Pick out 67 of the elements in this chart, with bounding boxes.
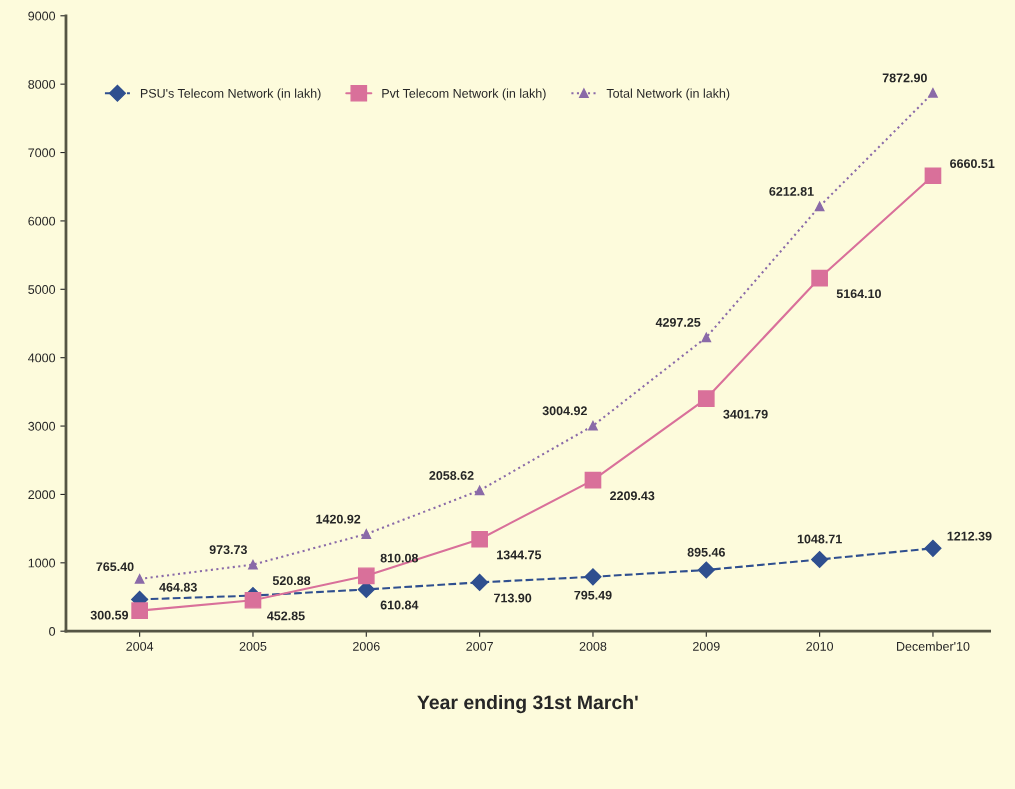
y-tick-label: 0 bbox=[49, 627, 56, 636]
data-label: 7872.90 bbox=[882, 73, 927, 83]
y-tick-label: 4000 bbox=[28, 353, 56, 363]
point bbox=[811, 269, 828, 287]
y-tick-label: 8000 bbox=[28, 79, 56, 89]
point bbox=[924, 539, 942, 557]
point bbox=[131, 602, 148, 619]
point bbox=[361, 529, 372, 539]
data-label: 2209.43 bbox=[610, 491, 655, 501]
legend-label: Total Network (in lakh) bbox=[606, 88, 730, 101]
data-label: 6212.81 bbox=[769, 186, 814, 196]
y-tick-label: 5000 bbox=[28, 285, 56, 294]
point bbox=[928, 87, 938, 98]
y-tick-label: 7000 bbox=[28, 148, 56, 158]
x-tick-label: December'10 bbox=[897, 641, 970, 651]
point bbox=[697, 390, 715, 407]
point bbox=[471, 530, 488, 548]
data-label: 2058.62 bbox=[429, 471, 474, 480]
data-label: 1344.75 bbox=[497, 550, 542, 560]
x-tick-label: 2006 bbox=[353, 641, 380, 651]
x-tick-label: 2005 bbox=[239, 641, 267, 651]
x-tick-label: 2004 bbox=[126, 641, 154, 651]
data-label: 452.85 bbox=[267, 611, 305, 621]
data-label: 3401.79 bbox=[723, 409, 768, 419]
data-label: 610.84 bbox=[380, 600, 419, 610]
data-label: 1212.39 bbox=[947, 531, 992, 541]
x-tick-label: 2007 bbox=[466, 641, 493, 651]
point bbox=[588, 420, 598, 431]
legend-label: Pvt Telecom Network (in lakh) bbox=[382, 88, 546, 101]
data-label: 1420.92 bbox=[316, 514, 361, 524]
point bbox=[924, 167, 942, 185]
point bbox=[244, 591, 262, 609]
data-label: 6660.51 bbox=[950, 159, 995, 168]
x-tick-label: 2008 bbox=[579, 641, 607, 651]
data-label: 464.83 bbox=[159, 582, 197, 592]
data-label: 300.59 bbox=[90, 610, 129, 620]
legend-label: PSU's Telecom Network (in lakh) bbox=[140, 88, 321, 101]
point bbox=[357, 567, 375, 585]
y-tick-label: 1000 bbox=[28, 558, 56, 568]
data-label: 810.08 bbox=[380, 553, 419, 563]
point bbox=[248, 559, 258, 570]
point bbox=[814, 201, 825, 212]
data-label: 1048.71 bbox=[797, 534, 842, 544]
point bbox=[697, 561, 715, 579]
x-axis-title: Year ending 31st March' bbox=[417, 694, 638, 714]
point bbox=[134, 574, 145, 584]
data-label: 5164.10 bbox=[836, 289, 881, 299]
data-label: 973.73 bbox=[209, 545, 247, 555]
point bbox=[584, 568, 602, 586]
point bbox=[811, 550, 829, 569]
data-label: 713.90 bbox=[494, 593, 532, 603]
data-label: 520.88 bbox=[272, 576, 311, 586]
point bbox=[471, 573, 489, 591]
data-label: 795.49 bbox=[574, 590, 612, 600]
y-tick-label: 6000 bbox=[28, 216, 56, 226]
y-tick-label: 2000 bbox=[28, 490, 56, 500]
point bbox=[474, 485, 485, 496]
point bbox=[701, 332, 712, 343]
x-tick-label: 2010 bbox=[806, 641, 834, 651]
data-label: 895.46 bbox=[687, 547, 725, 557]
data-label: 765.40 bbox=[96, 562, 134, 572]
data-label: 4297.25 bbox=[655, 317, 701, 327]
x-tick-label: 2009 bbox=[693, 641, 720, 651]
y-tick-label: 9000 bbox=[28, 11, 56, 21]
point bbox=[584, 471, 602, 489]
y-tick-label: 3000 bbox=[28, 421, 56, 431]
data-label: 3004.92 bbox=[542, 406, 587, 416]
